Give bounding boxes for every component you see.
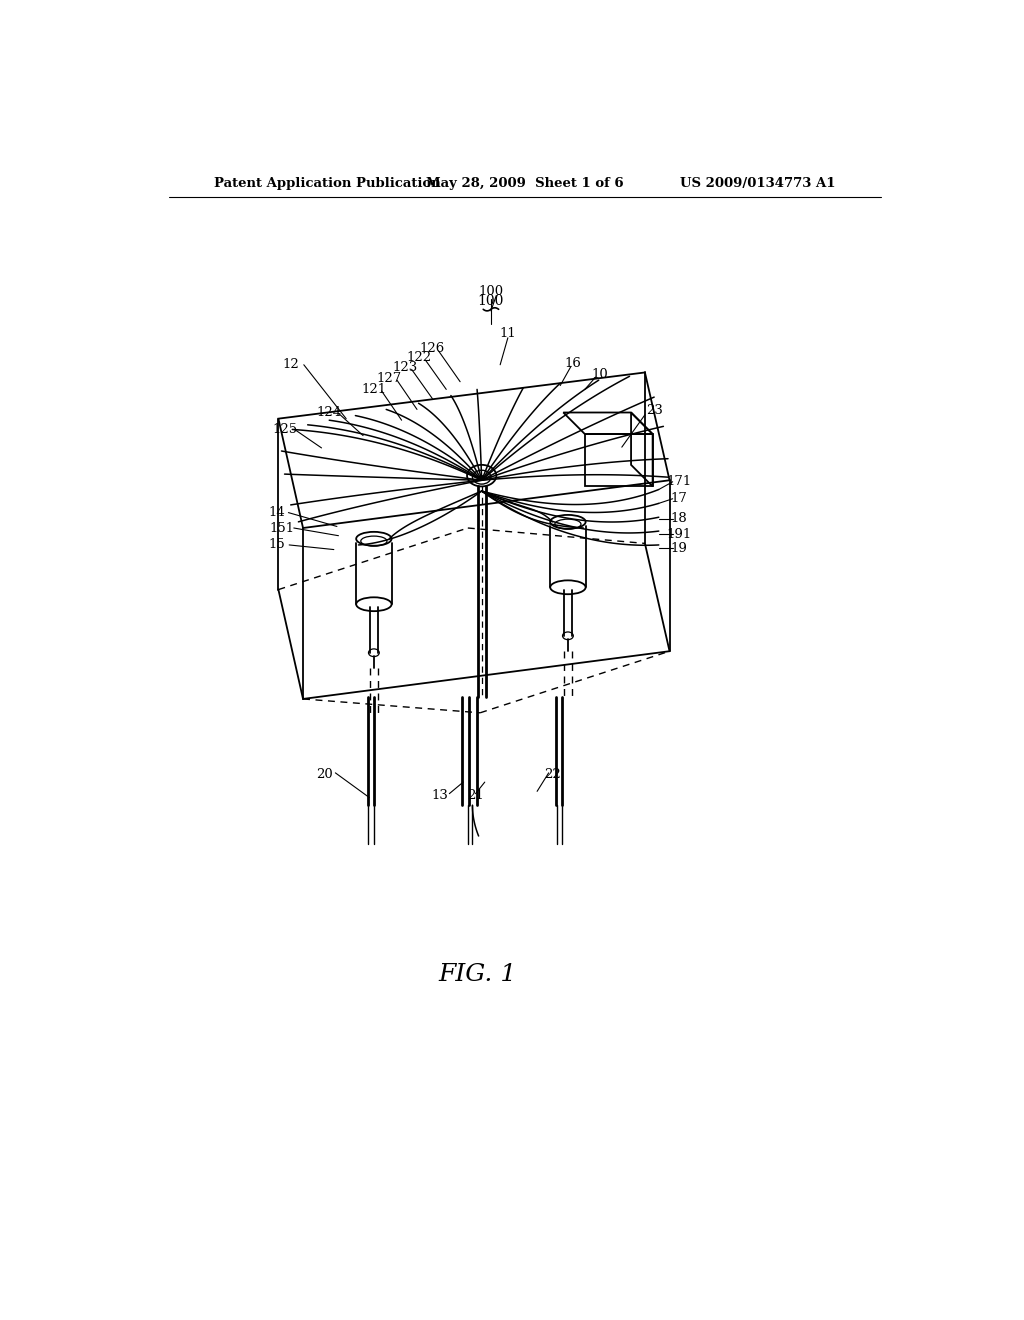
- Text: 17: 17: [671, 492, 687, 506]
- Text: 11: 11: [500, 327, 516, 341]
- Text: 12: 12: [283, 358, 299, 371]
- Text: 100: 100: [478, 294, 504, 308]
- Text: 21: 21: [467, 789, 484, 803]
- Text: FIG. 1: FIG. 1: [438, 964, 516, 986]
- Text: 121: 121: [361, 383, 386, 396]
- Text: 10: 10: [592, 367, 608, 380]
- Text: May 28, 2009  Sheet 1 of 6: May 28, 2009 Sheet 1 of 6: [426, 177, 624, 190]
- Text: 127: 127: [377, 372, 401, 385]
- Text: 13: 13: [432, 789, 449, 803]
- Text: 126: 126: [420, 342, 445, 355]
- Ellipse shape: [479, 475, 484, 479]
- Text: US 2009/0134773 A1: US 2009/0134773 A1: [680, 177, 836, 190]
- Text: 125: 125: [272, 422, 297, 436]
- Text: 18: 18: [671, 512, 687, 525]
- Text: 124: 124: [316, 407, 342, 418]
- Text: 22: 22: [544, 768, 561, 781]
- Text: 123: 123: [392, 362, 418, 375]
- Text: 122: 122: [406, 351, 431, 364]
- Text: 23: 23: [646, 404, 663, 417]
- Text: 15: 15: [268, 539, 286, 552]
- Text: 171: 171: [667, 475, 691, 488]
- Text: 14: 14: [268, 506, 286, 519]
- Text: 191: 191: [667, 528, 691, 541]
- Text: 100: 100: [478, 285, 504, 298]
- Text: 151: 151: [269, 521, 295, 535]
- Text: 20: 20: [316, 768, 333, 781]
- Text: Patent Application Publication: Patent Application Publication: [214, 177, 440, 190]
- Text: 16: 16: [564, 356, 581, 370]
- Text: 19: 19: [671, 541, 687, 554]
